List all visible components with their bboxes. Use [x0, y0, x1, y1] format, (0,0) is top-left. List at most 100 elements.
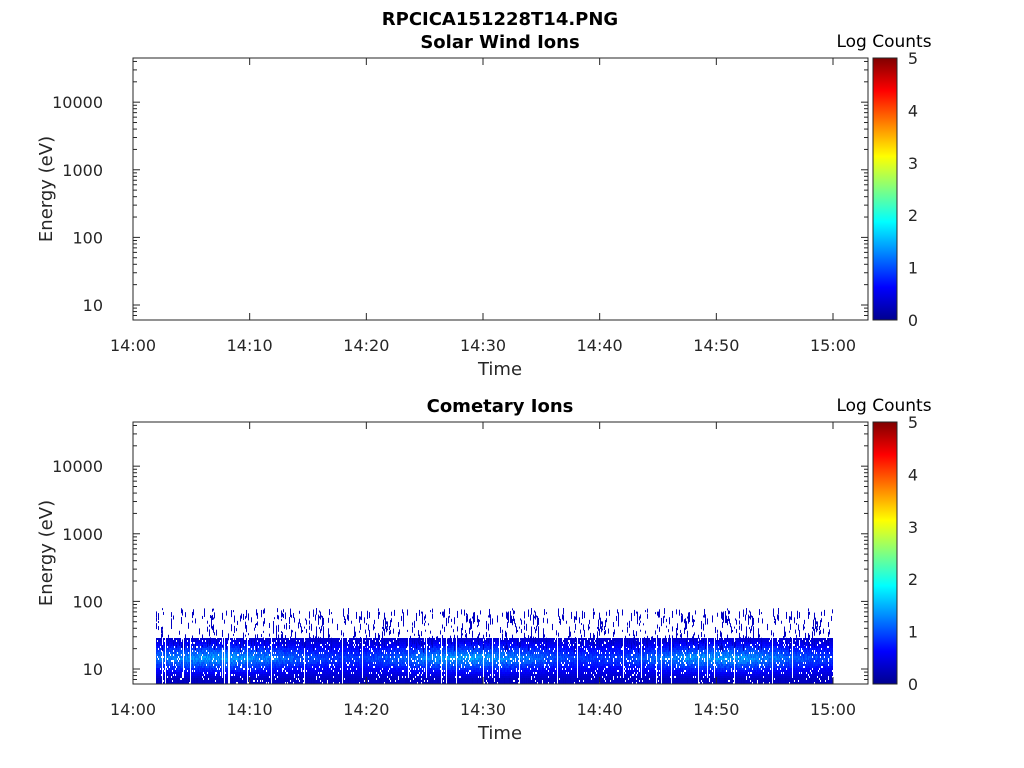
data-cell: [288, 650, 289, 652]
data-cell: [164, 674, 165, 676]
data-cell: [378, 680, 379, 682]
data-cell: [332, 664, 333, 666]
data-cell: [233, 652, 234, 654]
data-cell: [214, 662, 215, 664]
data-cell: [354, 648, 355, 650]
data-cell: [380, 678, 381, 684]
data-cell: [346, 680, 347, 682]
data-cell: [348, 656, 349, 658]
data-cell: [284, 676, 285, 678]
data-cell: [255, 652, 256, 654]
data-cell: [212, 654, 213, 656]
data-cell: [361, 615, 362, 621]
data-cell: [252, 646, 253, 648]
data-cell: [179, 668, 180, 670]
data-cell: [282, 641, 283, 645]
data-cell: [323, 676, 324, 678]
data-cell: [204, 658, 205, 660]
data-cell: [337, 658, 338, 660]
data-cell: [288, 656, 289, 658]
data-cell: [381, 662, 382, 664]
data-cell: [340, 642, 341, 644]
data-cell: [293, 646, 294, 648]
data-cell: [267, 648, 268, 650]
data-cell: [171, 670, 172, 672]
data-cell: [266, 658, 267, 660]
data-cell: [188, 678, 189, 684]
data-cell: [357, 676, 358, 678]
data-cell: [312, 652, 313, 654]
data-cell: [249, 658, 250, 660]
data-cell: [287, 656, 288, 658]
data-cell: [358, 646, 359, 648]
data-cell: [179, 660, 180, 662]
data-cell: [235, 678, 236, 680]
data-cell: [301, 666, 302, 668]
data-cell: [186, 664, 187, 666]
data-cell: [296, 664, 297, 666]
data-cell: [361, 668, 362, 670]
data-cell: [236, 628, 237, 632]
data-cell: [368, 662, 369, 664]
data-cell: [279, 680, 280, 682]
data-cell: [162, 626, 163, 630]
data-cell: [217, 670, 218, 672]
data-cell: [364, 676, 365, 678]
data-cell: [236, 672, 237, 674]
data-cell: [238, 658, 239, 660]
data-cell: [319, 650, 320, 652]
data-cell: [268, 656, 269, 658]
data-cell: [323, 646, 324, 648]
data-cell: [345, 670, 346, 672]
data-cell: [335, 670, 336, 672]
data-cell: [280, 644, 281, 646]
data-cell: [367, 658, 368, 660]
data-cell: [337, 644, 338, 646]
data-cell: [296, 676, 297, 678]
data-cell: [214, 642, 215, 644]
data-cell: [266, 640, 267, 642]
data-cell: [371, 654, 372, 656]
data-cell: [244, 682, 245, 684]
data-cell: [236, 676, 237, 678]
data-cell: [254, 660, 255, 662]
data-cell: [344, 646, 345, 648]
data-cell: [172, 644, 173, 646]
data-cell: [245, 642, 246, 644]
data-cell: [375, 682, 376, 684]
data-cell: [164, 668, 165, 670]
data-cell: [249, 648, 250, 650]
data-cell: [193, 656, 194, 658]
data-cell: [157, 660, 158, 662]
data-cell: [372, 646, 373, 648]
data-cell: [353, 662, 354, 664]
data-cell: [279, 668, 280, 670]
data-cell: [171, 656, 172, 658]
data-cell: [267, 682, 268, 684]
data-cell: [281, 654, 282, 656]
data-cell: [176, 682, 177, 684]
data-cell: [277, 674, 278, 676]
data-cell: [195, 642, 196, 644]
data-cell: [312, 648, 313, 650]
data-cell: [335, 678, 336, 680]
data-cell: [277, 614, 278, 619]
data-cell: [189, 658, 190, 660]
data-cell: [340, 650, 341, 652]
data-cell: [198, 648, 199, 650]
data-cell: [213, 682, 214, 684]
data-cell: [283, 648, 284, 650]
data-cell: [294, 644, 295, 646]
data-cell: [254, 666, 255, 668]
data-cell: [210, 615, 211, 619]
data-cell: [303, 644, 304, 646]
data-cell: [293, 640, 294, 642]
data-cell: [275, 682, 276, 684]
data-cell: [225, 668, 226, 670]
data-cell: [351, 658, 352, 660]
data-cell: [291, 652, 292, 654]
data-cell: [353, 670, 354, 672]
data-cell: [257, 642, 258, 644]
data-cell: [330, 662, 331, 664]
data-cell: [323, 631, 324, 639]
